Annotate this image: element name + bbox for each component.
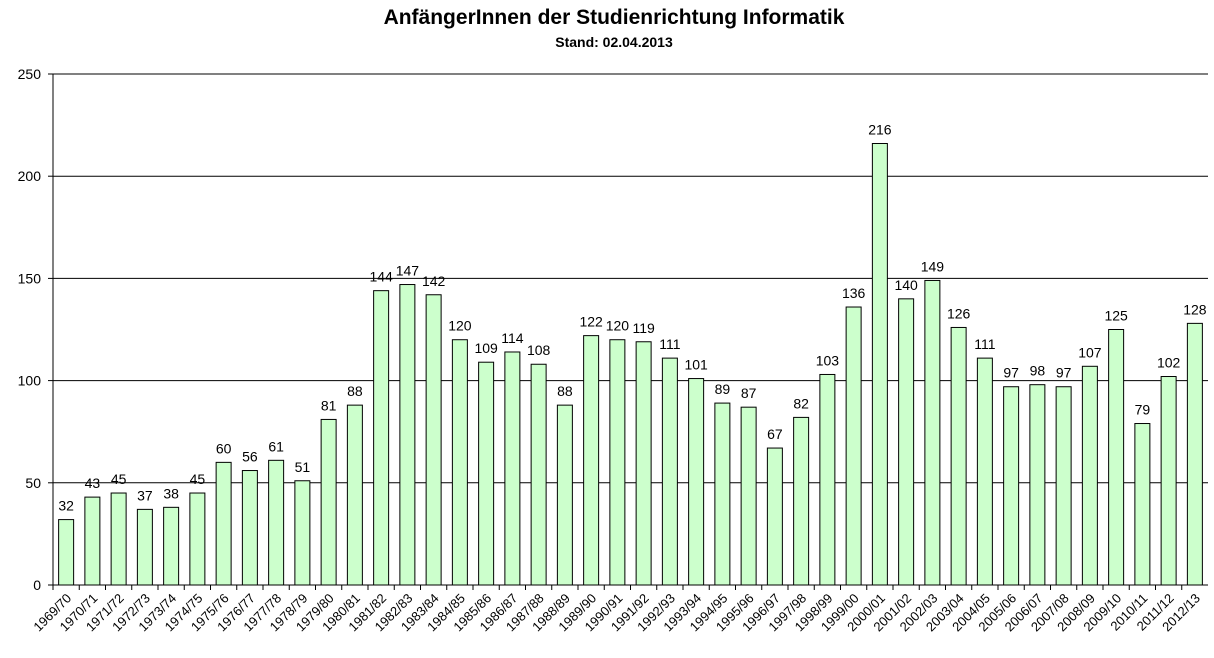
- bar: [609, 339, 626, 586]
- data-label: 37: [137, 487, 153, 503]
- bar: [635, 341, 652, 586]
- bar: [320, 418, 337, 586]
- bar: [136, 508, 153, 586]
- bar: [871, 142, 888, 586]
- data-label: 38: [163, 485, 179, 501]
- data-label: 97: [1056, 365, 1072, 381]
- bar: [163, 506, 180, 586]
- data-label: 87: [741, 385, 757, 401]
- data-label: 120: [448, 318, 472, 334]
- data-label: 98: [1030, 363, 1046, 379]
- bar: [110, 492, 127, 586]
- data-label: 61: [268, 438, 284, 454]
- bar: [583, 335, 600, 586]
- bar: [268, 459, 285, 586]
- data-label: 136: [842, 285, 866, 301]
- data-label: 45: [111, 471, 127, 487]
- bar: [714, 402, 731, 586]
- bar: [84, 496, 101, 586]
- data-label: 119: [632, 320, 655, 336]
- data-label: 126: [947, 305, 971, 321]
- bar: [425, 294, 442, 586]
- bar: [661, 357, 678, 586]
- bar: [976, 357, 993, 586]
- bar: [819, 373, 836, 586]
- data-label: 120: [606, 318, 630, 334]
- bar: [373, 290, 390, 586]
- bar: [215, 461, 232, 586]
- bar: [950, 326, 967, 586]
- y-tick-label: 250: [18, 66, 42, 82]
- bar: [1134, 423, 1151, 586]
- bar: [1160, 376, 1177, 586]
- data-label: 144: [369, 269, 393, 285]
- data-label: 109: [474, 340, 498, 356]
- bar: [556, 404, 573, 586]
- data-label: 128: [1183, 301, 1207, 317]
- data-label: 102: [1157, 355, 1181, 371]
- data-label: 51: [295, 459, 311, 475]
- bar: [1003, 386, 1020, 586]
- bar: [504, 351, 521, 586]
- data-label: 88: [557, 383, 573, 399]
- data-label: 32: [58, 498, 74, 514]
- bar: [1108, 329, 1125, 586]
- y-tick-label: 200: [18, 168, 42, 184]
- data-label: 88: [347, 383, 363, 399]
- y-tick-label: 50: [25, 475, 41, 491]
- chart-subtitle: Stand: 02.04.2013: [555, 34, 673, 50]
- bar: [766, 447, 783, 586]
- y-tick-label: 0: [33, 577, 41, 593]
- bar: [1186, 322, 1203, 586]
- bar: [845, 306, 862, 586]
- data-label: 60: [216, 440, 232, 456]
- data-label: 67: [767, 426, 783, 442]
- data-label: 103: [816, 352, 840, 368]
- data-label: 149: [921, 258, 945, 274]
- bar: [294, 480, 311, 586]
- data-label: 107: [1078, 344, 1102, 360]
- data-label: 97: [1003, 365, 1019, 381]
- data-label: 43: [85, 475, 101, 491]
- data-label: 108: [527, 342, 551, 358]
- data-label: 122: [579, 314, 603, 330]
- bar: [688, 378, 705, 586]
- bar: [58, 519, 75, 586]
- bar: [478, 361, 495, 586]
- data-label: 111: [659, 336, 680, 352]
- bar: [1081, 365, 1098, 586]
- bar: [530, 363, 547, 586]
- bar: [241, 470, 258, 586]
- data-label: 142: [422, 273, 446, 289]
- bar: [898, 298, 915, 586]
- bar: [1055, 386, 1072, 586]
- y-tick-label: 100: [18, 373, 42, 389]
- data-label: 79: [1135, 402, 1151, 418]
- data-label: 147: [396, 263, 420, 279]
- data-label: 101: [684, 357, 708, 373]
- data-label: 56: [242, 449, 258, 465]
- data-label: 140: [894, 277, 918, 293]
- data-label: 216: [868, 121, 892, 137]
- bar: [924, 279, 941, 586]
- bar: [1029, 384, 1046, 586]
- bar: [740, 406, 757, 586]
- bar: [189, 492, 206, 586]
- bar: [793, 416, 810, 586]
- data-label: 111: [974, 336, 995, 352]
- data-label: 82: [793, 395, 809, 411]
- bar: [399, 284, 416, 586]
- bar: [346, 404, 363, 586]
- chart-title: AnfängerInnen der Studienrichtung Inform…: [383, 6, 845, 29]
- data-label: 45: [190, 471, 206, 487]
- data-label: 89: [715, 381, 731, 397]
- data-label: 114: [501, 330, 524, 346]
- data-label: 125: [1104, 308, 1128, 324]
- data-label: 81: [321, 397, 337, 413]
- y-tick-label: 150: [18, 270, 42, 286]
- bar: [451, 339, 468, 586]
